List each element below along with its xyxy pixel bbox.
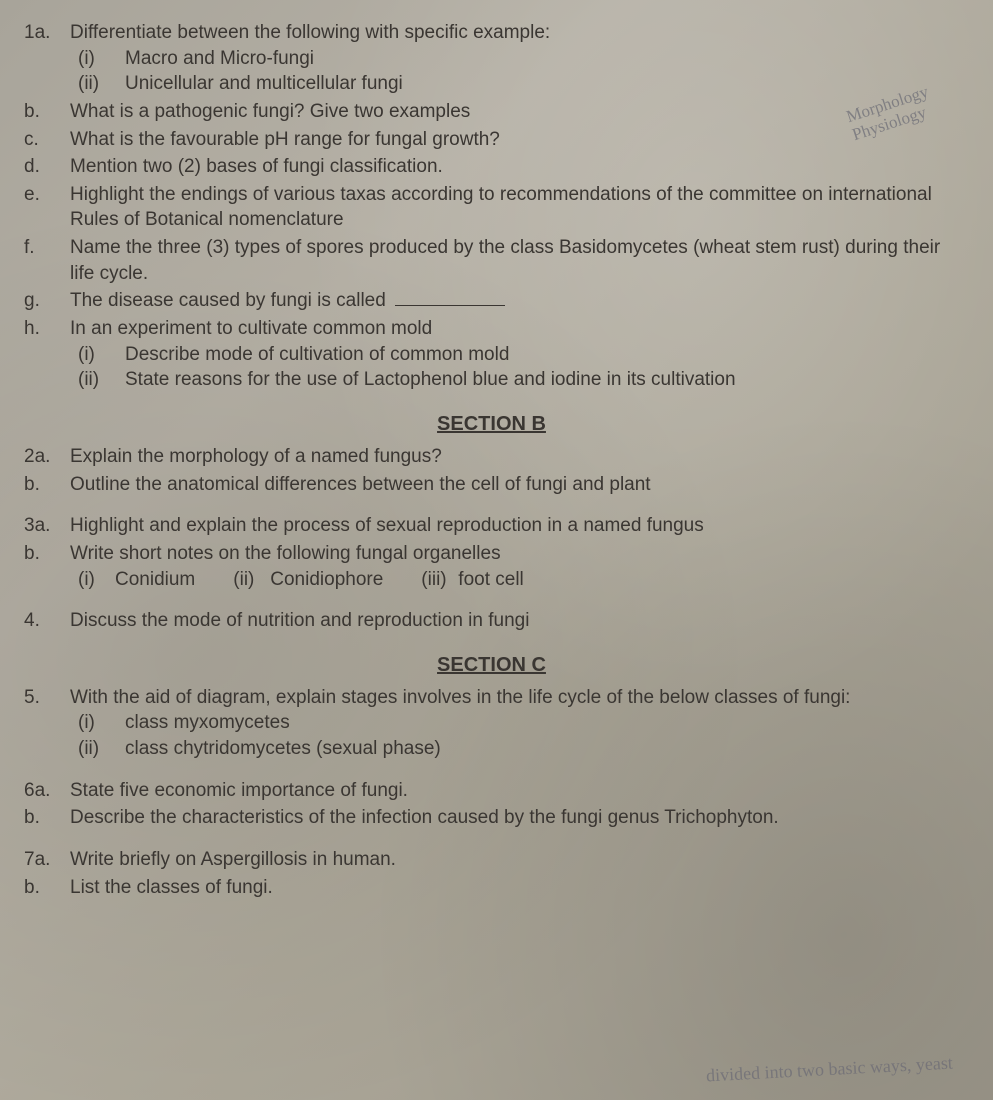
inline-sub: (i) Conidium (70, 567, 195, 593)
inline-sub: (ii) Conidiophore (225, 567, 383, 593)
question-text: What is a pathogenic fungi? Give two exa… (70, 99, 963, 125)
question-5: 5. With the aid of diagram, explain stag… (20, 685, 963, 762)
sub-item: (ii) class chytridomycetes (sexual phase… (70, 736, 963, 762)
question-text: Differentiate between the following with… (70, 20, 963, 46)
question-text: In an experiment to cultivate common mol… (70, 316, 963, 342)
question-number: b. (20, 99, 70, 125)
question-text: The disease caused by fungi is called (70, 290, 386, 311)
question-number: 5. (20, 685, 70, 762)
fill-blank (395, 305, 505, 306)
sub-item: (i) class myxomycetes (70, 710, 963, 736)
sub-number: (ii) (225, 567, 270, 593)
question-text: Name the three (3) types of spores produ… (70, 235, 963, 286)
sub-number: (ii) (70, 367, 125, 393)
question-text: Outline the anatomical differences betwe… (70, 472, 963, 498)
question-1g: g. The disease caused by fungi is called (20, 288, 963, 314)
question-2b: b. Outline the anatomical differences be… (20, 472, 963, 498)
question-text: Write briefly on Aspergillosis in human. (70, 847, 963, 873)
question-6a: 6a. State five economic importance of fu… (20, 778, 963, 804)
question-number: b. (20, 875, 70, 901)
question-number: h. (20, 316, 70, 393)
question-4: 4. Discuss the mode of nutrition and rep… (20, 608, 963, 634)
question-number: c. (20, 127, 70, 153)
sub-text: Describe mode of cultivation of common m… (125, 342, 963, 368)
question-number: 3a. (20, 513, 70, 539)
question-1b: b. What is a pathogenic fungi? Give two … (20, 99, 963, 125)
question-7a: 7a. Write briefly on Aspergillosis in hu… (20, 847, 963, 873)
question-number: b. (20, 805, 70, 831)
sub-item: (ii) Unicellular and multicellular fungi (70, 71, 963, 97)
question-number: g. (20, 288, 70, 314)
sub-text: Unicellular and multicellular fungi (125, 71, 963, 97)
sub-text: Conidiophore (270, 567, 383, 593)
question-1c: c. What is the favourable pH range for f… (20, 127, 963, 153)
question-text: What is the favourable pH range for fung… (70, 127, 963, 153)
sub-text: Macro and Micro-fungi (125, 46, 963, 72)
question-number: b. (20, 472, 70, 498)
question-text: Describe the characteristics of the infe… (70, 805, 963, 831)
handwritten-note-2: divided into two basic ways, yeast (706, 1054, 954, 1087)
sub-text: State reasons for the use of Lactophenol… (125, 367, 963, 393)
section-b-header: SECTION B (20, 411, 963, 438)
question-number: e. (20, 182, 70, 233)
question-number: 6a. (20, 778, 70, 804)
sub-text: class chytridomycetes (sexual phase) (125, 736, 963, 762)
sub-item: (ii) State reasons for the use of Lactop… (70, 367, 963, 393)
question-text: With the aid of diagram, explain stages … (70, 685, 963, 711)
question-6b: b. Describe the characteristics of the i… (20, 805, 963, 831)
question-text: Write short notes on the following funga… (70, 541, 963, 567)
sub-text: Conidium (115, 567, 195, 593)
sub-text: class myxomycetes (125, 710, 963, 736)
question-text: List the classes of fungi. (70, 875, 963, 901)
question-1f: f. Name the three (3) types of spores pr… (20, 235, 963, 286)
sub-number: (i) (70, 567, 115, 593)
sub-number: (ii) (70, 736, 125, 762)
question-1h: h. In an experiment to cultivate common … (20, 316, 963, 393)
sub-number: (i) (70, 710, 125, 736)
question-2a: 2a. Explain the morphology of a named fu… (20, 444, 963, 470)
sub-item: (i) Describe mode of cultivation of comm… (70, 342, 963, 368)
question-text: Highlight the endings of various taxas a… (70, 182, 963, 233)
sub-number: (i) (70, 46, 125, 72)
question-3a: 3a. Highlight and explain the process of… (20, 513, 963, 539)
question-text: Explain the morphology of a named fungus… (70, 444, 963, 470)
sub-number: (iii) (413, 567, 458, 593)
question-1a: 1a. Differentiate between the following … (20, 20, 963, 97)
question-number: 1a. (20, 20, 70, 97)
question-number: 4. (20, 608, 70, 634)
question-text: Discuss the mode of nutrition and reprod… (70, 608, 963, 634)
question-text: State five economic importance of fungi. (70, 778, 963, 804)
question-7b: b. List the classes of fungi. (20, 875, 963, 901)
question-number: f. (20, 235, 70, 286)
section-c-header: SECTION C (20, 652, 963, 679)
question-number: b. (20, 541, 70, 592)
inline-sub: (iii) foot cell (413, 567, 523, 593)
question-text: Highlight and explain the process of sex… (70, 513, 963, 539)
question-number: 7a. (20, 847, 70, 873)
question-text: Mention two (2) bases of fungi classific… (70, 154, 963, 180)
sub-number: (i) (70, 342, 125, 368)
sub-item: (i) Macro and Micro-fungi (70, 46, 963, 72)
exam-content: 1a. Differentiate between the following … (20, 20, 963, 900)
sub-text: foot cell (458, 567, 523, 593)
question-1d: d. Mention two (2) bases of fungi classi… (20, 154, 963, 180)
question-number: d. (20, 154, 70, 180)
question-1e: e. Highlight the endings of various taxa… (20, 182, 963, 233)
sub-number: (ii) (70, 71, 125, 97)
question-number: 2a. (20, 444, 70, 470)
question-3b: b. Write short notes on the following fu… (20, 541, 963, 592)
